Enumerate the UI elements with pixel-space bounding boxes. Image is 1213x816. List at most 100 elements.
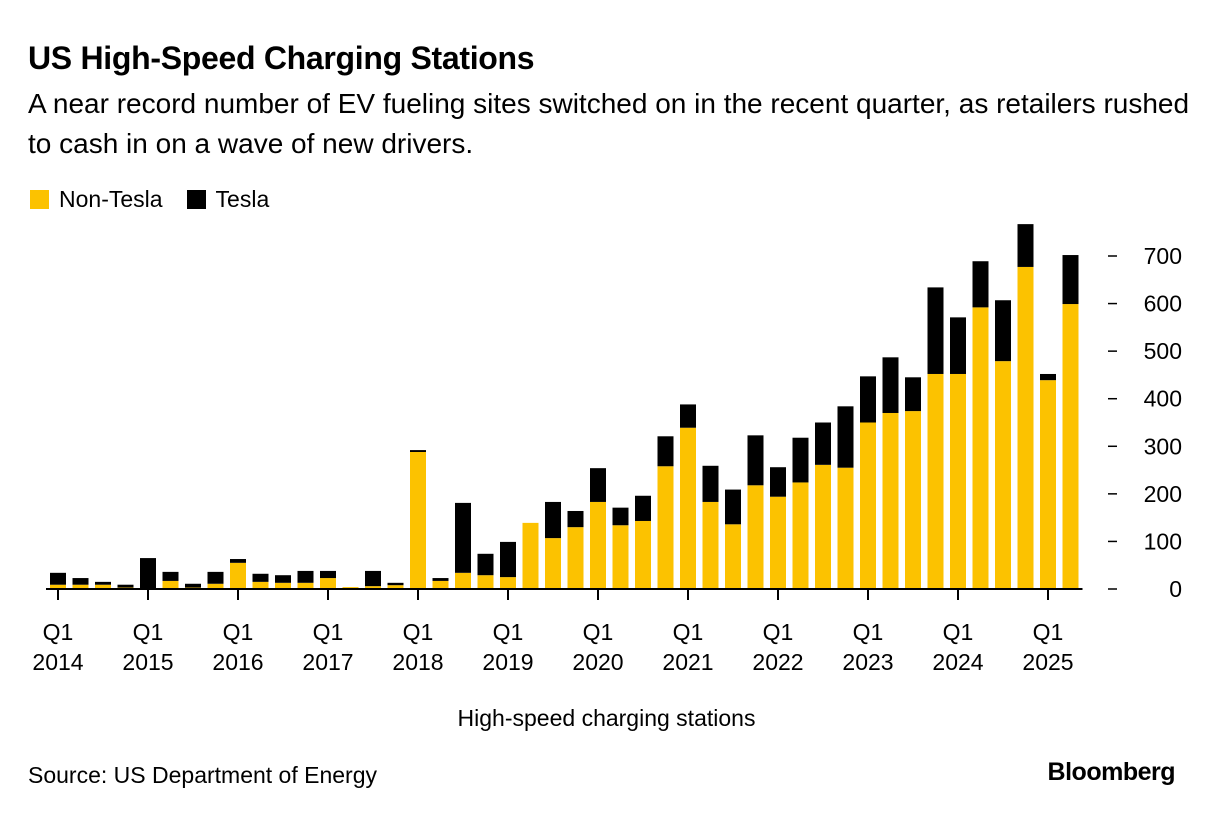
- x-tick-label: Q1: [763, 619, 794, 645]
- bar-non-tesla-q3-2014: [95, 584, 111, 589]
- bar-tesla-q4-2020: [657, 436, 674, 467]
- bar-tesla-q3-2014: [95, 581, 111, 585]
- x-axis-title: High-speed charging stations: [457, 705, 756, 731]
- bar-non-tesla-q4-2017: [387, 585, 404, 589]
- x-tick-label: 2014: [32, 649, 83, 675]
- bars-group: [50, 224, 1079, 589]
- x-tick-label: Q1: [583, 619, 614, 645]
- legend-label-tesla: Tesla: [215, 186, 270, 212]
- bar-non-tesla-q4-2023: [927, 373, 944, 589]
- bar-non-tesla-q1-2019: [500, 577, 516, 589]
- bar-tesla-q2-2014: [72, 578, 89, 585]
- x-tick-label: Q1: [943, 619, 974, 645]
- bloomberg-logo: Bloomberg: [1047, 758, 1176, 786]
- bar-non-tesla-q4-2015: [207, 583, 224, 589]
- bar-tesla-q1-2020: [590, 468, 606, 502]
- legend-label-non-tesla: Non-Tesla: [59, 186, 163, 212]
- bar-non-tesla-q1-2018: [410, 451, 426, 589]
- y-tick-label: 400: [1144, 386, 1182, 412]
- bar-non-tesla-q2-2025: [1062, 304, 1079, 589]
- bar-tesla-q4-2016: [297, 570, 314, 583]
- bar-tesla-q4-2024: [1017, 224, 1034, 267]
- bar-tesla-q4-2017: [387, 582, 404, 586]
- bar-tesla-q2-2023: [882, 357, 899, 413]
- bar-tesla-q1-2021: [680, 404, 696, 428]
- x-ticks: Q1 2014 Q1 2015 Q1 2016 Q1 2017 Q1 2018 Q1 2019 Q1 20…: [32, 589, 1074, 675]
- bar-tesla-q2-2015: [162, 571, 179, 581]
- bar-non-tesla-q1-2014: [50, 584, 66, 589]
- legend: Non-Tesla Tesla: [30, 186, 293, 213]
- x-tick-label: 2015: [122, 649, 173, 675]
- x-tick-label: 2020: [572, 649, 623, 675]
- bar-tesla-q3-2017: [365, 570, 381, 587]
- bar-tesla-q4-2014: [117, 584, 134, 588]
- bar-tesla-q3-2024: [995, 300, 1011, 362]
- bar-tesla-q2-2018: [432, 578, 449, 581]
- x-tick-label: 2016: [212, 649, 263, 675]
- bar-non-tesla-q2-2022: [792, 482, 809, 589]
- bar-non-tesla-q3-2016: [275, 582, 291, 589]
- bar-tesla-q1-2014: [50, 572, 66, 585]
- bar-tesla-q1-2024: [950, 317, 966, 374]
- bar-non-tesla-q4-2016: [297, 582, 314, 589]
- bar-tesla-q1-2023: [860, 376, 876, 423]
- bar-tesla-q1-2019: [500, 541, 516, 578]
- bar-non-tesla-q2-2023: [882, 412, 899, 589]
- bar-non-tesla-q4-2021: [747, 485, 764, 589]
- bar-tesla-q3-2021: [725, 489, 741, 525]
- bar-non-tesla-q2-2024: [972, 307, 989, 589]
- bar-tesla-q4-2015: [207, 571, 224, 584]
- x-tick-label: Q1: [223, 619, 254, 645]
- bar-non-tesla-q4-2019: [567, 527, 584, 589]
- x-tick-label: Q1: [403, 619, 434, 645]
- bar-non-tesla-q1-2024: [950, 373, 966, 589]
- source-note: Source: US Department of Energy: [28, 762, 377, 788]
- x-tick-label: 2017: [302, 649, 353, 675]
- bar-tesla-q3-2020: [635, 495, 651, 521]
- bar-tesla-q1-2017: [320, 570, 336, 579]
- bar-tesla-q1-2016: [230, 559, 246, 563]
- bar-non-tesla-q3-2017: [365, 586, 381, 589]
- y-tick-label: 500: [1144, 338, 1182, 364]
- bar-tesla-q1-2025: [1040, 373, 1056, 381]
- bar-tesla-q2-2022: [792, 437, 809, 483]
- y-tick-label: 0: [1169, 576, 1182, 602]
- legend-swatch-non-tesla: [30, 190, 49, 209]
- bar-non-tesla-q2-2016: [252, 581, 269, 589]
- bar-non-tesla-q2-2019: [522, 522, 539, 589]
- bar-tesla-q4-2019: [567, 510, 584, 528]
- y-tick-label: 300: [1144, 433, 1182, 459]
- bar-non-tesla-q2-2018: [432, 580, 449, 589]
- bar-non-tesla-q1-2016: [230, 562, 246, 589]
- x-tick-label: 2019: [482, 649, 533, 675]
- bar-non-tesla-q2-2021: [702, 501, 719, 589]
- bar-non-tesla-q3-2022: [815, 464, 831, 589]
- legend-swatch-tesla: [186, 190, 206, 209]
- bar-non-tesla-q3-2020: [635, 520, 651, 589]
- bar-tesla-q4-2018: [477, 553, 494, 576]
- x-tick-label: 2022: [752, 649, 803, 675]
- bar-tesla-q4-2021: [747, 435, 764, 486]
- legend-item-non-tesla: Non-Tesla: [30, 186, 163, 213]
- bar-non-tesla-q1-2025: [1040, 380, 1056, 589]
- bar-non-tesla-q3-2023: [905, 411, 921, 589]
- bar-non-tesla-q1-2023: [860, 422, 876, 589]
- bar-tesla-q1-2022: [770, 467, 786, 497]
- chart-plot: Q1 2014 Q1 2015 Q1 2016 Q1 2017 Q1 2018 Q1 2019 Q1 20…: [32, 224, 1182, 675]
- x-tick-label: Q1: [493, 619, 524, 645]
- y-tick-label: 200: [1144, 481, 1182, 507]
- y-tick-label: 700: [1144, 243, 1182, 269]
- y-tick-label: 100: [1144, 528, 1182, 554]
- bar-tesla-q2-2016: [252, 573, 269, 582]
- bar-non-tesla-q1-2022: [770, 496, 786, 589]
- bar-non-tesla-q2-2014: [72, 584, 89, 589]
- x-tick-label: Q1: [853, 619, 884, 645]
- chart-title: US High-Speed Charging Stations: [28, 40, 535, 76]
- x-tick-label: 2021: [662, 649, 713, 675]
- x-tick-label: 2023: [842, 649, 893, 675]
- bar-tesla-q2-2025: [1062, 255, 1079, 305]
- bar-non-tesla-q2-2015: [162, 580, 179, 589]
- bar-non-tesla-q4-2020: [657, 466, 674, 589]
- bar-non-tesla-q4-2022: [837, 467, 854, 589]
- bar-non-tesla-q3-2024: [995, 361, 1011, 589]
